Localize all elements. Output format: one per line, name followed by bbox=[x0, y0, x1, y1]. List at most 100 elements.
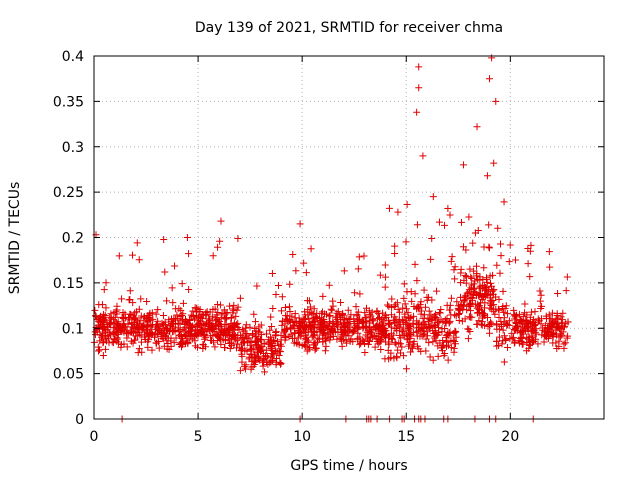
data-point bbox=[485, 221, 493, 229]
data-point bbox=[410, 302, 418, 310]
data-point bbox=[175, 341, 183, 349]
data-point bbox=[500, 308, 508, 316]
data-point bbox=[194, 320, 202, 328]
data-point bbox=[550, 329, 558, 337]
data-point bbox=[343, 314, 351, 322]
data-point bbox=[301, 329, 309, 337]
data-point bbox=[420, 330, 428, 338]
data-point bbox=[184, 339, 192, 347]
data-point bbox=[343, 339, 351, 347]
data-point bbox=[487, 298, 495, 306]
data-point bbox=[269, 350, 277, 358]
data-point bbox=[263, 330, 271, 338]
grid-lines bbox=[94, 56, 604, 419]
data-point bbox=[112, 319, 120, 327]
data-point bbox=[495, 313, 503, 321]
data-point bbox=[353, 312, 361, 320]
data-point bbox=[488, 282, 496, 290]
data-point bbox=[492, 97, 500, 105]
data-point bbox=[355, 323, 363, 331]
data-point bbox=[361, 349, 369, 357]
data-point bbox=[524, 260, 532, 268]
data-point bbox=[173, 311, 181, 319]
data-point bbox=[233, 344, 241, 352]
data-point bbox=[289, 250, 297, 258]
data-point bbox=[183, 233, 191, 241]
data-point bbox=[326, 312, 334, 320]
data-point bbox=[532, 325, 540, 333]
data-point bbox=[99, 335, 107, 343]
data-point bbox=[537, 304, 545, 312]
data-point bbox=[514, 322, 522, 330]
data-point bbox=[282, 325, 290, 333]
data-point bbox=[483, 172, 491, 180]
data-point bbox=[488, 305, 496, 313]
data-point bbox=[368, 308, 376, 316]
data-point bbox=[407, 348, 415, 356]
data-point bbox=[120, 328, 128, 336]
data-point bbox=[118, 323, 126, 331]
data-point bbox=[134, 349, 142, 357]
data-point bbox=[467, 299, 475, 307]
data-point bbox=[148, 346, 156, 354]
data-point bbox=[312, 313, 320, 321]
data-point bbox=[282, 315, 290, 323]
data-point bbox=[359, 324, 367, 332]
data-point bbox=[197, 330, 205, 338]
data-point bbox=[417, 310, 425, 318]
data-point bbox=[500, 318, 508, 326]
data-point bbox=[245, 353, 253, 361]
data-point bbox=[560, 344, 568, 352]
data-point bbox=[555, 337, 563, 345]
data-point bbox=[305, 345, 313, 353]
data-point bbox=[420, 286, 428, 294]
data-point bbox=[311, 320, 319, 328]
data-point bbox=[337, 328, 345, 336]
data-point bbox=[143, 297, 151, 305]
data-point bbox=[479, 310, 487, 318]
data-point bbox=[504, 310, 512, 318]
y-tick-label: 0.25 bbox=[53, 185, 84, 201]
data-point bbox=[491, 310, 499, 318]
data-point bbox=[481, 322, 489, 330]
data-point bbox=[413, 317, 421, 325]
data-point bbox=[285, 332, 293, 340]
data-point bbox=[520, 323, 528, 331]
data-point bbox=[199, 341, 207, 349]
data-point bbox=[504, 343, 512, 351]
data-point bbox=[397, 340, 405, 348]
data-point bbox=[467, 273, 475, 281]
data-point bbox=[206, 319, 214, 327]
data-point bbox=[191, 337, 199, 345]
data-point bbox=[209, 306, 217, 314]
data-point bbox=[182, 331, 190, 339]
data-point bbox=[510, 334, 518, 342]
data-point bbox=[107, 331, 115, 339]
data-point bbox=[433, 287, 441, 295]
data-point bbox=[187, 311, 195, 319]
data-point bbox=[502, 302, 510, 310]
data-point bbox=[425, 307, 433, 315]
data-point bbox=[154, 317, 162, 325]
data-point bbox=[140, 322, 148, 330]
data-point bbox=[235, 326, 243, 334]
data-point bbox=[358, 319, 366, 327]
data-point bbox=[159, 312, 167, 320]
data-point bbox=[275, 351, 283, 359]
data-point bbox=[186, 316, 194, 324]
data-point bbox=[179, 299, 187, 307]
data-point bbox=[436, 339, 444, 347]
data-point bbox=[334, 320, 342, 328]
x-tick-label: 5 bbox=[194, 429, 203, 445]
data-point bbox=[238, 358, 246, 366]
data-point bbox=[473, 320, 481, 328]
data-point bbox=[397, 334, 405, 342]
data-point bbox=[322, 337, 330, 345]
data-point bbox=[137, 338, 145, 346]
data-point bbox=[229, 309, 237, 317]
data-point bbox=[443, 301, 451, 309]
data-point bbox=[381, 311, 389, 319]
data-point bbox=[498, 305, 506, 313]
data-point bbox=[410, 340, 418, 348]
data-point bbox=[447, 257, 455, 265]
